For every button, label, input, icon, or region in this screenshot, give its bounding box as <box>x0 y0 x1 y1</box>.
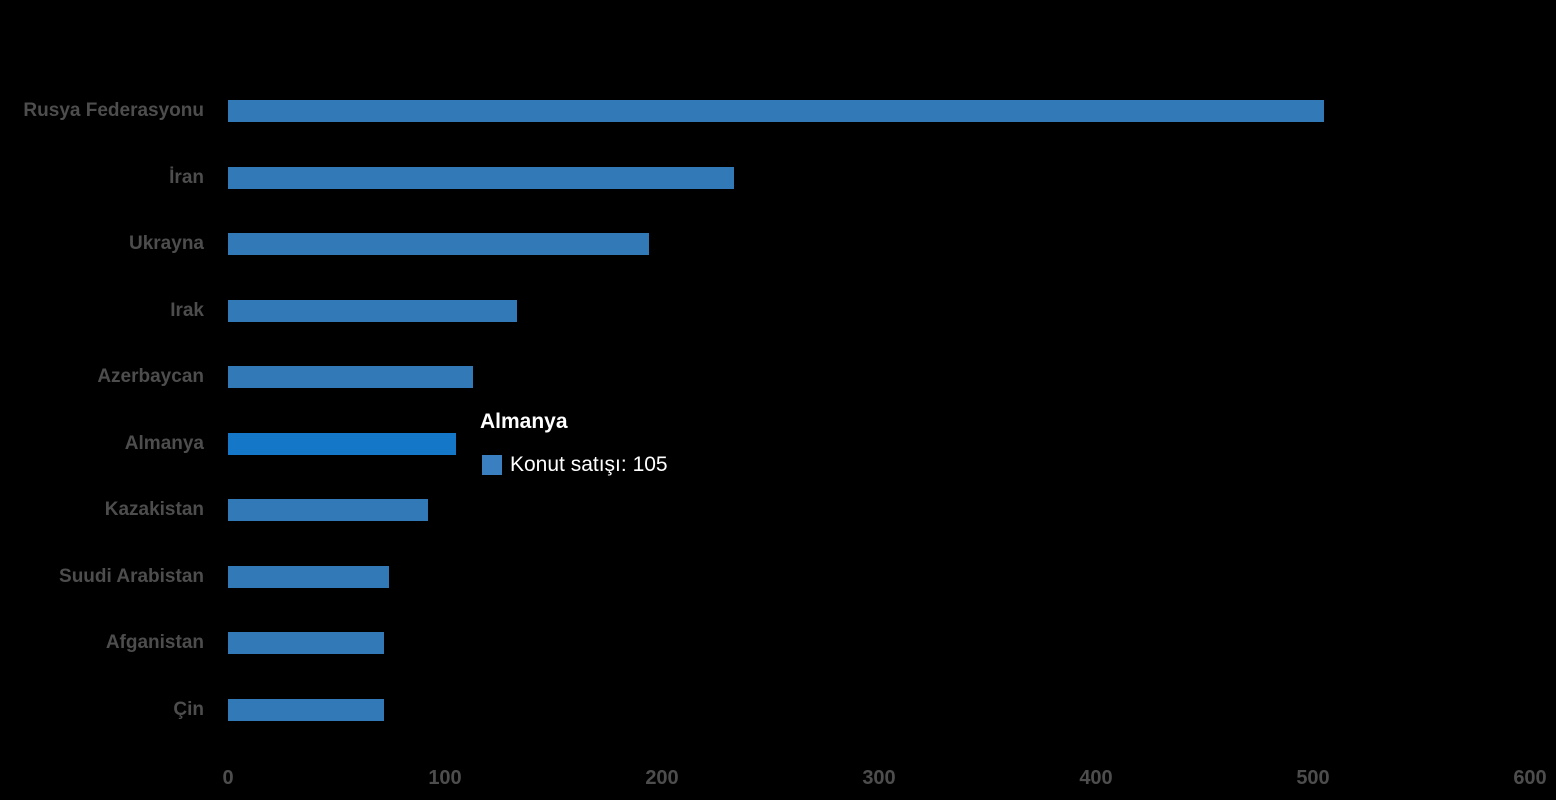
category-label: Azerbaycan <box>97 366 204 387</box>
bar[interactable] <box>228 432 456 455</box>
tooltip: Almanya Konut satışı: 105 <box>480 409 668 477</box>
category-label: Rusya Federasyonu <box>23 100 204 121</box>
tooltip-series-swatch-icon <box>482 455 502 475</box>
category-label: Suudi Arabistan <box>59 565 204 587</box>
bar[interactable] <box>228 233 649 255</box>
bar[interactable] <box>228 499 428 521</box>
bar[interactable] <box>228 366 474 388</box>
bar[interactable] <box>228 698 385 721</box>
category-label: Afganistan <box>105 632 204 653</box>
tooltip-value-line: Konut satışı: 105 <box>480 453 668 477</box>
category-label: Irak <box>170 299 204 321</box>
bar[interactable] <box>228 565 389 588</box>
category-label: Çin <box>173 698 204 720</box>
category-label: Kazakistan <box>104 499 204 520</box>
x-axis-tick-label: 600 <box>1513 767 1547 789</box>
tooltip-title: Almanya <box>480 410 568 433</box>
bar[interactable] <box>228 166 734 189</box>
x-axis-tick-label: 400 <box>1079 767 1113 789</box>
bar[interactable] <box>228 299 517 322</box>
category-label: İran <box>169 166 204 188</box>
bar[interactable] <box>228 100 1324 122</box>
category-label: Almanya <box>124 432 204 454</box>
category-label: Ukrayna <box>129 233 204 254</box>
bar[interactable] <box>228 632 385 654</box>
x-axis-tick-label: 0 <box>222 767 234 789</box>
x-axis-tick-label: 500 <box>1296 767 1330 789</box>
x-axis-tick-label: 300 <box>862 767 896 789</box>
x-axis-tick-label: 100 <box>428 767 462 789</box>
x-axis-tick-label: 200 <box>645 767 679 789</box>
tooltip-value-text: Konut satışı: 105 <box>510 453 668 476</box>
